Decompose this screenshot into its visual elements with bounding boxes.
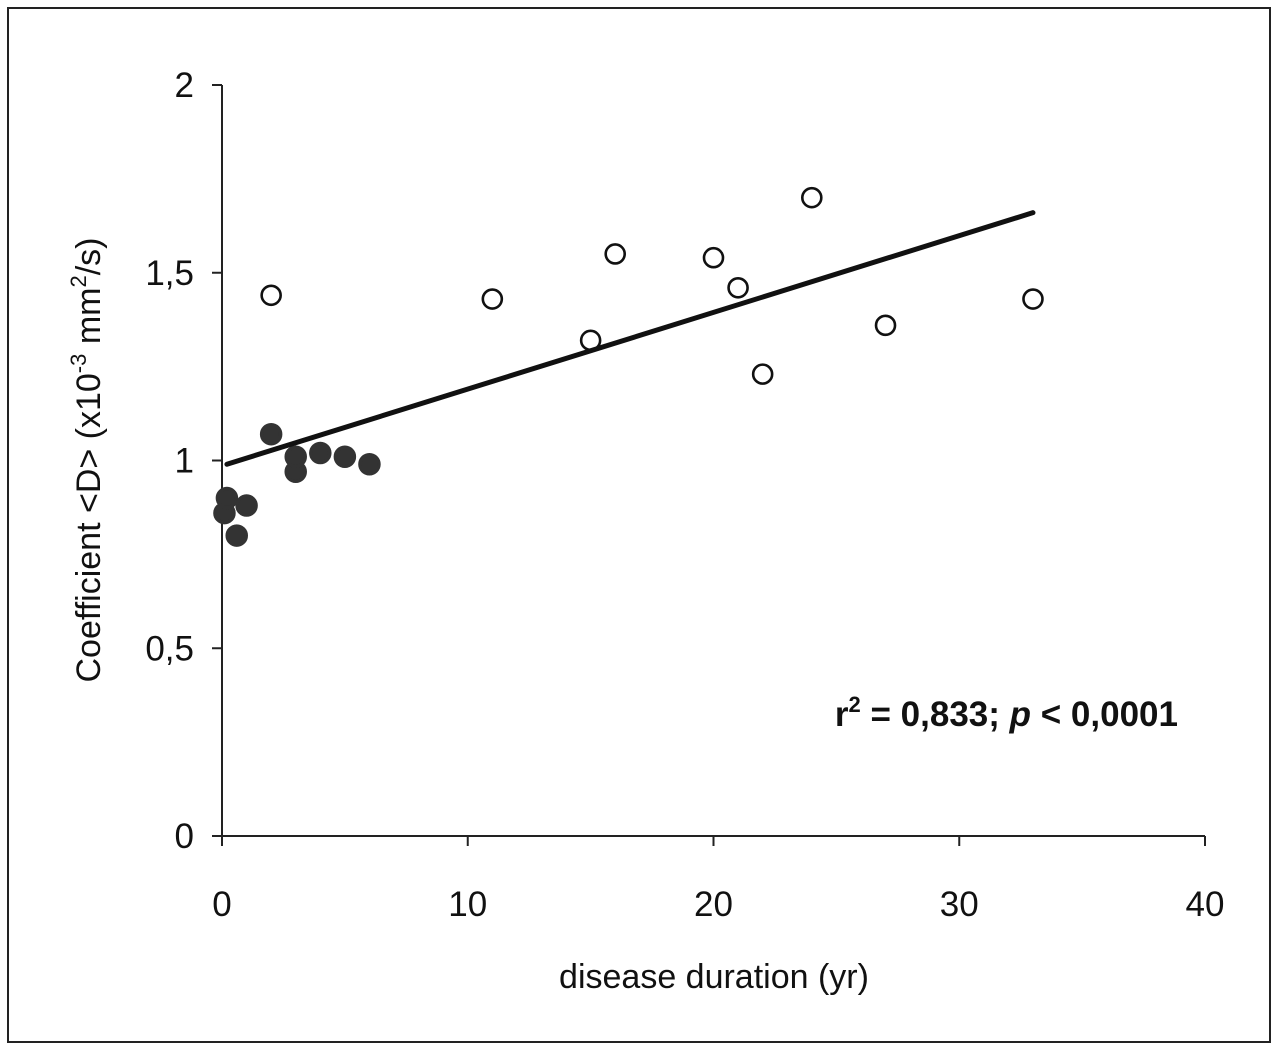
chart-frame [7, 7, 1271, 1043]
open-point [874, 314, 897, 337]
y-tick-label: 0 [175, 817, 194, 856]
filled-point [309, 441, 332, 465]
open-point [751, 363, 774, 385]
y-axis-ticks: 0 0,5 1 1,5 2 [145, 66, 222, 856]
filled-point [259, 422, 283, 446]
filled-point [333, 445, 357, 468]
open-point [1022, 288, 1044, 310]
filled-point [358, 453, 381, 476]
y-axis-title: Coefficient <D> (x10-3 mm2/s) [66, 237, 108, 682]
open-point [727, 276, 749, 299]
x-axis-title: disease duration (yr) [559, 958, 869, 996]
open-point [800, 186, 823, 209]
data-points [213, 186, 1044, 547]
y-tick-label: 0,5 [145, 629, 194, 668]
regression-line [224, 210, 1036, 467]
x-tick-label: 40 [1186, 885, 1225, 924]
x-tick-label: 10 [448, 885, 487, 924]
x-axis-ticks: 0 10 20 30 40 [212, 836, 1224, 924]
open-point [481, 288, 504, 310]
y-tick-label: 2 [175, 66, 194, 105]
filled-point [225, 524, 248, 547]
x-tick-label: 30 [940, 885, 979, 924]
filled-point [284, 445, 307, 468]
open-point [604, 243, 627, 265]
filled-point [215, 486, 239, 510]
open-point [260, 284, 282, 307]
y-tick-label: 1 [175, 442, 194, 481]
open-point [702, 246, 725, 269]
regression-statistics: r2 = 0,833; p < 0,0001 [835, 692, 1178, 734]
x-tick-label: 20 [694, 885, 733, 924]
x-tick-label: 0 [212, 885, 231, 924]
y-tick-label: 1,5 [145, 254, 194, 293]
filled-point [235, 494, 258, 517]
